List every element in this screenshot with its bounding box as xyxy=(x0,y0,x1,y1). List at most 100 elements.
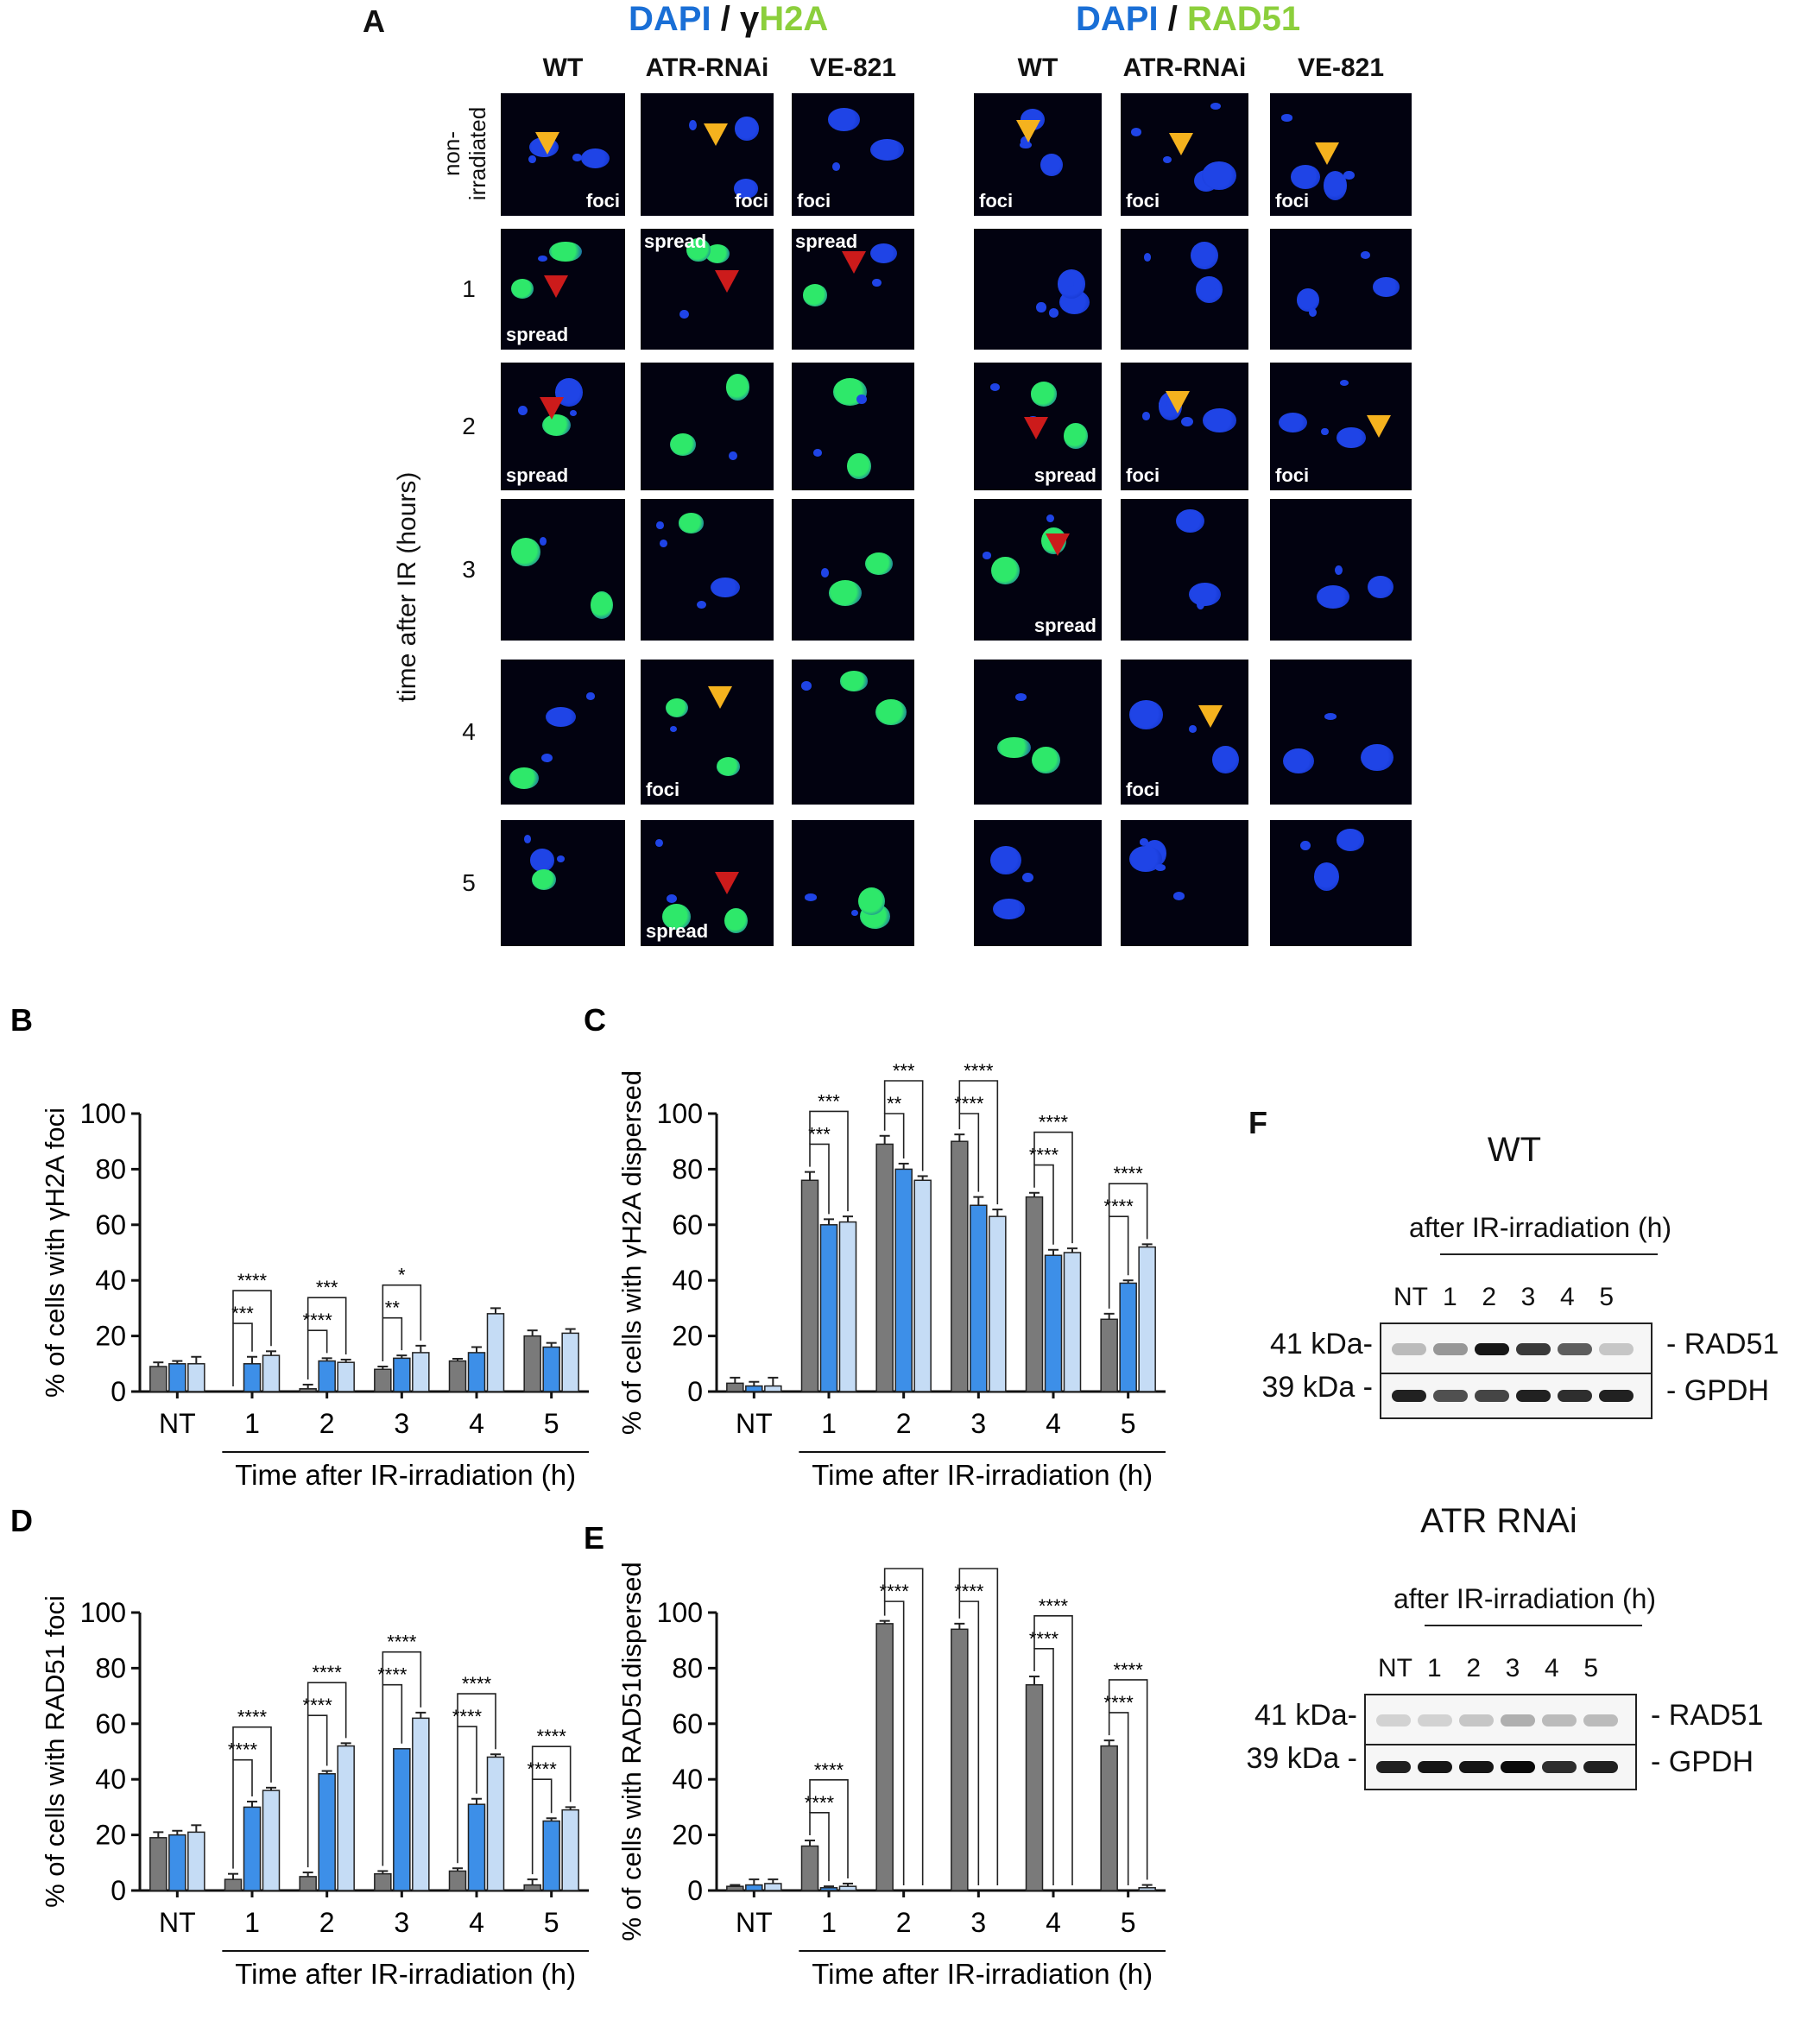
x-tick-label: 3 xyxy=(970,1907,986,1938)
gpdh-band xyxy=(1433,1390,1468,1402)
nucleus xyxy=(1046,514,1054,522)
bar xyxy=(149,1366,167,1392)
nucleus xyxy=(1064,422,1089,450)
bar xyxy=(337,1745,355,1891)
nucleus xyxy=(839,671,869,691)
significance-label: * xyxy=(398,1265,406,1286)
nucleus xyxy=(1129,700,1164,729)
nucleus xyxy=(1321,427,1329,436)
nucleus xyxy=(662,904,692,930)
bar xyxy=(412,1352,430,1392)
micrograph-tile: foci xyxy=(792,93,914,216)
bar xyxy=(800,1845,819,1891)
column-label: ATR-RNAi xyxy=(1122,54,1247,82)
micrograph-tile xyxy=(501,820,625,946)
gpdh-band xyxy=(1516,1390,1551,1402)
column-label: VE-821 xyxy=(809,54,897,82)
micrograph-tile: spread xyxy=(501,229,625,350)
spread-label: spread xyxy=(644,230,707,252)
bar xyxy=(168,1834,186,1891)
micrograph-tile xyxy=(641,363,774,490)
mw-marker: 41 kDa- xyxy=(1254,1699,1357,1732)
spread-label: spread xyxy=(1033,615,1096,636)
nucleus xyxy=(1324,713,1337,720)
bar xyxy=(318,1360,336,1392)
nucleus xyxy=(529,849,554,872)
blot-rad51-box xyxy=(1364,1694,1637,1747)
significance-bracket xyxy=(382,1284,422,1341)
nucleus xyxy=(541,754,553,763)
bar xyxy=(989,1215,1007,1392)
micrograph-tile xyxy=(501,660,625,805)
bar xyxy=(951,1140,969,1392)
yellow-arrowhead-icon xyxy=(707,686,732,710)
micrograph-tile xyxy=(1270,229,1412,350)
blot-subtitle: after IR-irradiation (h) xyxy=(1393,1583,1657,1614)
significance-label: **** xyxy=(303,1310,333,1331)
x-tick-label: 1 xyxy=(244,1907,260,1938)
bar xyxy=(1025,1683,1044,1891)
bar xyxy=(243,1363,262,1392)
nucleus xyxy=(710,577,741,598)
nucleus xyxy=(1291,164,1321,189)
significance-bracket xyxy=(306,1682,347,1739)
lane-label: 4 xyxy=(1559,1283,1575,1311)
x-tick-label: 3 xyxy=(970,1408,986,1439)
nucleus xyxy=(812,449,822,457)
micrograph-tile: spread xyxy=(501,363,625,490)
significance-label: **** xyxy=(237,1270,268,1291)
bar xyxy=(262,1790,281,1891)
red-arrowhead-icon xyxy=(539,396,564,420)
gpdh-band xyxy=(1418,1761,1452,1773)
column-label: WT xyxy=(1017,54,1059,82)
y-axis-label: % of cells with RAD51 foci xyxy=(40,1595,70,1908)
protein-label: - GPDH xyxy=(1666,1374,1769,1407)
nucleus xyxy=(990,846,1021,875)
bar xyxy=(149,1837,167,1891)
nucleus xyxy=(667,893,677,903)
significance-label: **** xyxy=(1114,1163,1144,1184)
nucleus xyxy=(729,451,737,461)
lane-label: 1 xyxy=(1426,1654,1442,1682)
significance-bracket xyxy=(958,1113,980,1192)
bar xyxy=(1025,1196,1044,1392)
rad51-band xyxy=(1516,1343,1551,1355)
nucleus xyxy=(997,736,1031,759)
y-tick-label: 100 xyxy=(657,1098,703,1129)
nucleus xyxy=(510,538,540,567)
gpdh-band xyxy=(1376,1761,1411,1773)
x-tick-label: 5 xyxy=(1121,1408,1136,1439)
bar xyxy=(523,1335,541,1392)
y-tick-label: 100 xyxy=(657,1597,703,1628)
nucleus xyxy=(689,120,698,131)
bar xyxy=(970,1204,988,1392)
nucleus xyxy=(557,855,566,862)
nucleus xyxy=(1021,136,1030,147)
micrograph-tile: spread xyxy=(974,499,1102,641)
y-tick-label: 80 xyxy=(672,1153,703,1184)
micrograph-tile: spread xyxy=(792,229,914,350)
mw-marker: 41 kDa- xyxy=(1269,1328,1373,1360)
significance-bracket xyxy=(382,1683,403,1866)
nucleus xyxy=(569,409,577,416)
y-tick-label: 0 xyxy=(111,1875,126,1906)
blot-title: WT xyxy=(1487,1131,1542,1169)
nucleus xyxy=(857,887,886,916)
bar xyxy=(448,1360,467,1392)
nucleus xyxy=(539,537,547,546)
nucleus xyxy=(1030,382,1058,407)
bar xyxy=(337,1361,355,1392)
bar xyxy=(374,1368,392,1392)
significance-label: *** xyxy=(316,1277,338,1298)
nucleus xyxy=(1143,253,1152,262)
lane-label: 3 xyxy=(1505,1654,1520,1682)
nucleus xyxy=(875,698,907,726)
x-axis-label: Time after IR-irradiation (h) xyxy=(235,1958,576,1990)
bar xyxy=(894,1168,913,1392)
bar xyxy=(819,1887,838,1891)
significance-label: *** xyxy=(818,1090,840,1112)
rad51-band xyxy=(1542,1714,1577,1726)
slash-label-right: / xyxy=(1167,0,1178,38)
protein-label: - GPDH xyxy=(1651,1745,1754,1778)
y-tick-label: 0 xyxy=(687,1875,703,1906)
